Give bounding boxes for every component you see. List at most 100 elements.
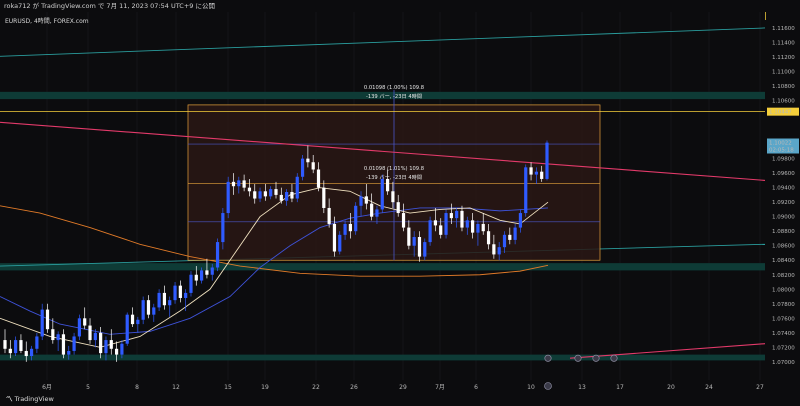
x-tick-label-3: 12: [172, 384, 180, 391]
candle-body-81: [433, 220, 438, 226]
candle-body-37: [200, 270, 204, 281]
candle-body-19: [104, 340, 108, 354]
y-tick-label-1: 1.11400: [772, 40, 795, 46]
candle-body-86: [460, 210, 464, 228]
candle-body-29: [157, 292, 161, 308]
candle-body-82: [439, 225, 443, 235]
candle-body-55: [295, 176, 299, 199]
x-tick-label-4: 15: [224, 384, 232, 391]
price-chart[interactable]: 0.01098 (1.00%) 109.8 -139 バー, -23日 4時間 0.…: [0, 12, 800, 393]
candle-body-20: [109, 340, 113, 349]
candle-body-59: [316, 169, 321, 188]
supply-zone: [0, 91, 765, 100]
candle-body-10: [56, 334, 60, 341]
candle-body-68: [364, 196, 368, 204]
x-tick-label-0: 6月: [42, 384, 52, 391]
candle-body-95: [508, 234, 512, 240]
y-tick-label-9: 1.09800: [772, 157, 795, 163]
sma-200-line: [0, 205, 549, 277]
candle-body-101: [540, 171, 544, 179]
upper-channel-line: [0, 27, 766, 57]
event-flag-icon-3: [610, 354, 618, 362]
candle-body-53: [285, 192, 289, 201]
candle-body-27: [146, 300, 151, 315]
candle-body-35: [189, 274, 193, 293]
candle-body-90: [481, 223, 485, 232]
candle-body-62: [332, 223, 337, 252]
x-tick-label-7: 26: [350, 384, 358, 391]
y-tick-label-23: 1.07000: [772, 360, 795, 366]
candle-body-93: [497, 247, 501, 255]
candle-body-64: [343, 223, 347, 235]
candle-body-100: [534, 171, 538, 175]
x-tick-label-15: 24: [705, 384, 713, 391]
candle-body-61: [327, 207, 331, 224]
candle-body-65: [348, 223, 352, 232]
candle-body-43: [231, 181, 236, 187]
y-tick-label-14: 1.08800: [772, 229, 795, 235]
candle-body-12: [67, 350, 71, 355]
candle-body-26: [141, 300, 145, 320]
current-price-tag: [767, 138, 799, 154]
candle-body-49: [263, 191, 267, 197]
candle-body-32: [173, 285, 177, 301]
candle-body-38: [205, 270, 209, 275]
price-axis: [766, 12, 800, 393]
candle-body-73: [391, 191, 395, 203]
candle-body-91: [486, 231, 491, 245]
y-tick-label-16: 1.08400: [772, 258, 795, 264]
event-flag-icon-2: [592, 354, 600, 362]
inner-annotation-line2: -139 バー, -23日 4時間: [366, 174, 422, 181]
candle-body-78: [417, 237, 422, 257]
candle-body-0: [3, 340, 7, 349]
candle-body-102: [545, 142, 549, 179]
candle-body-89: [476, 223, 480, 233]
candle-body-99: [529, 167, 533, 175]
demand-zone: [0, 263, 765, 271]
y-tick-label-11: 1.09400: [772, 186, 795, 192]
time-axis: [0, 380, 800, 393]
x-tick-label-11: 10: [527, 384, 535, 391]
tv-mark-icon: 〽: [6, 395, 13, 403]
candle-body-84: [449, 213, 453, 219]
candle-body-45: [242, 180, 246, 188]
y-tick-label-4: 1.10800: [772, 84, 795, 90]
candle-body-42: [226, 181, 230, 214]
x-tick-label-2: 8: [135, 384, 139, 391]
y-tick-label-22: 1.07200: [772, 345, 795, 351]
candle-body-56: [300, 158, 305, 177]
candle-body-70: [375, 209, 379, 217]
candle-body-79: [423, 242, 427, 257]
y-tick-label-21: 1.07400: [772, 331, 795, 337]
symbol-label: EURUSD, 4時間, FOREX.com: [5, 18, 89, 25]
candle-body-6: [35, 336, 39, 349]
candle-body-3: [19, 340, 23, 351]
candle-body-1: [8, 348, 12, 354]
bottom-zone: [0, 354, 765, 361]
candle-body-48: [258, 191, 262, 199]
measure-annotation-line1: 0.01098 (1.00%) 109.8: [364, 85, 424, 91]
y-tick-label-0: 1.11600: [772, 26, 795, 32]
candle-body-2: [14, 340, 18, 354]
descending-trendline: [0, 121, 766, 181]
y-tick-label-12: 1.09200: [772, 200, 795, 206]
time-axis-event-icon: [544, 382, 552, 390]
candle-body-71: [380, 178, 384, 210]
x-tick-label-5: 19: [261, 384, 269, 391]
candle-body-21: [114, 348, 119, 355]
inner-annotation-line1: 0.01098 (1.01%) 109.8: [364, 166, 424, 172]
candle-body-46: [247, 187, 252, 192]
y-tick-label-13: 1.09000: [772, 215, 795, 221]
candle-body-72: [385, 178, 390, 192]
x-tick-label-12: 13: [578, 384, 586, 391]
candle-body-47: [253, 191, 257, 199]
y-tick-label-3: 1.11000: [772, 70, 795, 76]
candle-body-34: [184, 292, 188, 298]
candle-body-18: [99, 332, 103, 354]
candle-body-80: [428, 220, 432, 243]
candle-body-25: [136, 319, 140, 325]
candle-body-28: [152, 307, 156, 315]
chart-header: roka712 が TradingView.com で 7月 11, 2023 …: [0, 0, 800, 12]
x-tick-label-9: 7月: [435, 384, 445, 391]
candle-body-69: [370, 203, 374, 217]
